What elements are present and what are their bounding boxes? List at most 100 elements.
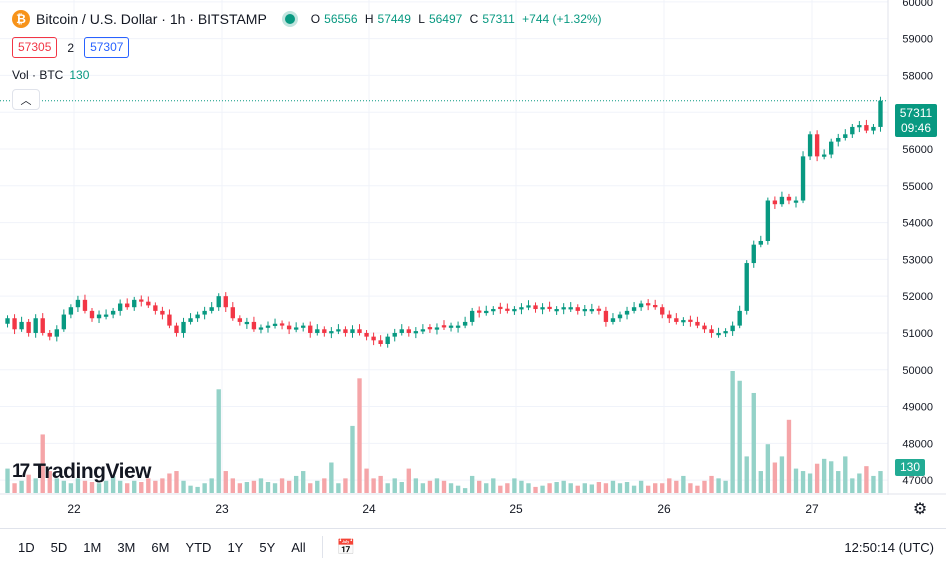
high-label: H bbox=[364, 12, 374, 26]
y-tick-label: 48000 bbox=[902, 438, 933, 450]
utc-clock[interactable]: 12:50:14 (UTC) bbox=[844, 539, 934, 555]
candle-body bbox=[540, 307, 545, 310]
volume-bar bbox=[631, 485, 637, 493]
volume-bar bbox=[258, 478, 264, 493]
volume-bar bbox=[61, 480, 67, 493]
candle-body bbox=[779, 196, 785, 205]
candle-body bbox=[223, 296, 228, 308]
candle-body bbox=[561, 307, 566, 310]
volume-bar bbox=[293, 475, 299, 493]
candle-body bbox=[695, 321, 700, 326]
volume-bar bbox=[427, 480, 433, 493]
symbol-title[interactable]: Bitcoin / U.S. Dollar · 1h · BITSTAMP bbox=[36, 11, 267, 27]
candle-body bbox=[716, 332, 721, 336]
candle-body bbox=[68, 307, 74, 315]
candle-body bbox=[589, 309, 595, 312]
candle-body bbox=[167, 314, 172, 326]
volume-bar bbox=[610, 480, 616, 493]
current-price-label: 57311 09:46 bbox=[895, 104, 937, 137]
volume-bar bbox=[498, 485, 503, 493]
candle-body bbox=[554, 309, 559, 312]
candle-body bbox=[491, 309, 496, 312]
timeframe-1d[interactable]: 1D bbox=[18, 539, 35, 555]
volume-bar bbox=[434, 478, 440, 493]
trade-prices: 57305 2 57307 bbox=[12, 37, 130, 58]
candle-body bbox=[709, 329, 714, 333]
timeframe-1y[interactable]: 1Y bbox=[227, 539, 244, 555]
volume-label[interactable]: Vol · BTC bbox=[12, 68, 64, 82]
volume-bar bbox=[89, 482, 95, 493]
timeframe-6m[interactable]: 6M bbox=[151, 539, 170, 555]
buy-price-button[interactable]: 57307 bbox=[84, 37, 130, 58]
volume-bar bbox=[33, 478, 38, 493]
volume-bar bbox=[526, 483, 531, 493]
volume-bar bbox=[75, 478, 81, 493]
volume-bar bbox=[645, 485, 651, 493]
volume-bar bbox=[448, 483, 454, 493]
candle-body bbox=[47, 332, 52, 337]
time-scale[interactable]: 22 23 24 25 26 27 bbox=[0, 493, 946, 516]
gear-icon[interactable]: ⚙ bbox=[912, 501, 928, 518]
candle-body bbox=[308, 325, 313, 333]
timeframe-5d[interactable]: 5D bbox=[50, 539, 68, 555]
candle-body bbox=[202, 310, 207, 315]
candle-body bbox=[96, 314, 102, 319]
open-value: 56556 bbox=[324, 12, 358, 26]
volume-bar bbox=[167, 473, 172, 493]
candle-body bbox=[653, 304, 658, 308]
price-scale[interactable]: 47000 48000 49000 50000 51000 52000 53000 54000… bbox=[887, 0, 933, 495]
y-tick-label: 52000 bbox=[902, 291, 933, 303]
volume-bar bbox=[878, 471, 883, 493]
candle-body bbox=[244, 321, 250, 325]
volume-bar bbox=[829, 461, 834, 493]
candle-body bbox=[40, 318, 45, 333]
low-value: 56497 bbox=[428, 12, 463, 26]
timeframe-3m[interactable]: 3M bbox=[117, 539, 136, 555]
timeframe-ytd[interactable]: YTD bbox=[185, 539, 212, 555]
volume-bar bbox=[814, 463, 820, 493]
volume-bar bbox=[216, 389, 221, 493]
collapse-legend-button[interactable]: ︿ bbox=[12, 89, 40, 110]
candle-body bbox=[807, 134, 813, 157]
bar-countdown: 09:46 bbox=[900, 121, 932, 135]
y-tick-label: 54000 bbox=[902, 218, 933, 230]
volume-bar bbox=[315, 480, 320, 493]
candle-body bbox=[89, 310, 95, 319]
candle-body bbox=[301, 325, 306, 328]
candle-body bbox=[26, 321, 31, 333]
candle-body bbox=[533, 305, 538, 310]
sell-price-button[interactable]: 57305 bbox=[12, 37, 58, 58]
x-tick-label: 22 bbox=[67, 502, 81, 516]
timeframe-1m[interactable]: 1M bbox=[83, 539, 102, 555]
volume-bar bbox=[547, 483, 552, 493]
candle-body bbox=[702, 325, 707, 330]
candle-body bbox=[526, 305, 531, 308]
candle-body bbox=[188, 318, 193, 322]
timeframe-all[interactable]: All bbox=[291, 539, 306, 555]
grid bbox=[0, 0, 888, 493]
candle-body bbox=[603, 310, 609, 322]
candle-body bbox=[237, 318, 243, 322]
volume-bar bbox=[237, 483, 243, 493]
candle-body bbox=[293, 327, 299, 330]
candle-body bbox=[420, 329, 426, 332]
volume-bar bbox=[512, 478, 517, 493]
volume-bar bbox=[132, 480, 137, 493]
candle-body bbox=[596, 308, 602, 311]
price-chart[interactable]: 47000 48000 49000 50000 51000 52000 53000 54000… bbox=[0, 0, 946, 528]
volume-bar bbox=[568, 483, 573, 493]
timeframe-5y[interactable]: 5Y bbox=[259, 539, 276, 555]
candle-body bbox=[209, 307, 214, 311]
low-label: L bbox=[418, 12, 425, 26]
calendar-range-icon[interactable]: 📅 bbox=[336, 539, 356, 556]
volume-bar bbox=[230, 478, 235, 493]
candle-body bbox=[645, 303, 651, 306]
volume-bar bbox=[12, 483, 17, 493]
candle-body bbox=[575, 307, 580, 311]
x-tick-label: 25 bbox=[509, 502, 523, 516]
volume-bar bbox=[709, 475, 714, 493]
candle-body bbox=[315, 329, 320, 333]
volume-bar bbox=[603, 483, 609, 493]
candle-body bbox=[638, 303, 644, 308]
volume-bar bbox=[779, 456, 785, 493]
